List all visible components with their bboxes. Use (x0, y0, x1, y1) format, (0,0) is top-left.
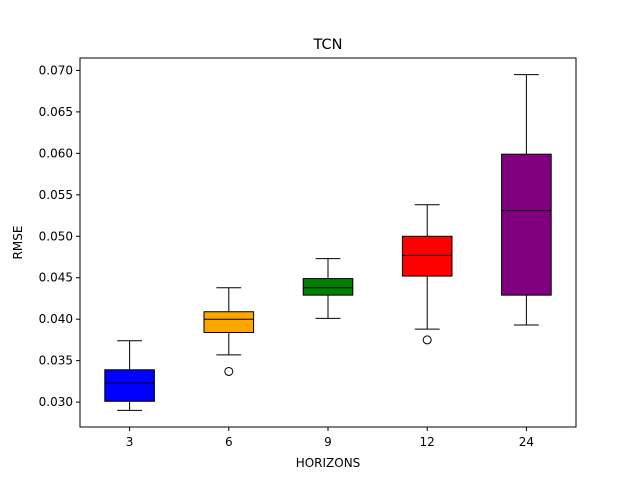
box-12 (401, 204, 453, 345)
box-iqr (104, 369, 155, 402)
y-axis: 0.030 0.035 0.040 0.045 0.050 0.055 0.060 0.065… (39, 63, 80, 409)
box-iqr (501, 153, 552, 296)
y-tick-label: 0.045 (39, 271, 73, 285)
plot-frame (79, 57, 577, 428)
x-axis: 3 6 9 12 24 (126, 427, 534, 449)
y-tick-label: 0.065 (39, 105, 73, 119)
outlier-point (224, 366, 234, 376)
y-tick-label: 0.035 (39, 354, 73, 368)
box-9 (302, 258, 354, 319)
x-tick-label: 6 (225, 435, 233, 449)
box-6 (203, 287, 255, 376)
x-axis-label: HORIZONS (296, 456, 361, 470)
y-tick-label: 0.040 (39, 312, 73, 326)
box-3 (104, 340, 155, 411)
box-iqr (302, 278, 354, 296)
chart-title: TCN (313, 37, 343, 53)
y-tick-label: 0.030 (39, 395, 73, 409)
x-tick-label: 24 (519, 435, 534, 449)
x-tick-label: 9 (324, 435, 332, 449)
box-iqr (203, 311, 255, 333)
x-tick-label: 3 (126, 435, 134, 449)
y-tick-label: 0.060 (39, 146, 73, 160)
y-axis-label: RMSE (11, 226, 25, 260)
outlier-point (422, 335, 432, 345)
box-24 (501, 74, 552, 326)
plot-area-boxes (104, 74, 552, 411)
y-tick-label: 0.070 (39, 63, 73, 77)
box-iqr (401, 235, 453, 277)
y-tick-label: 0.055 (39, 188, 73, 202)
y-tick-label: 0.050 (39, 229, 73, 243)
x-tick-label: 12 (420, 435, 435, 449)
